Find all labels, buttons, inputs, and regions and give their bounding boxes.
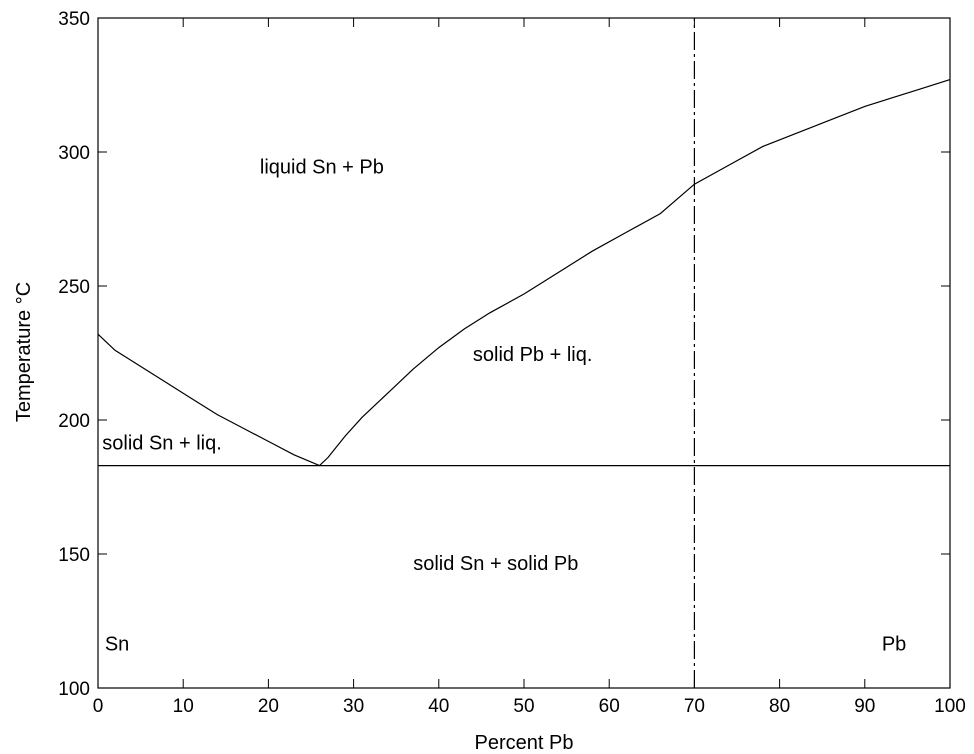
region-label: liquid Sn + Pb — [260, 156, 384, 178]
x-tick-label: 90 — [854, 696, 875, 717]
y-tick-label: 300 — [58, 143, 90, 164]
y-tick-label: 200 — [58, 411, 90, 432]
series — [97, 18, 951, 688]
x-tick-label: 30 — [343, 696, 364, 717]
x-axis-title: Percent Pb — [475, 732, 574, 754]
x-tick-label: 50 — [513, 696, 534, 717]
y-tick-label: 150 — [58, 545, 90, 566]
region-label: solid Sn + liq. — [102, 432, 222, 454]
x-tick-label: 20 — [258, 696, 279, 717]
region-label: solid Sn + solid Pb — [413, 553, 578, 575]
y-tick-label: 350 — [58, 9, 90, 30]
ticks: 0 10 20 30 40 50 60 70 80 90 100 100 150 200 250 300 350 — [58, 9, 966, 717]
x-tick-label: 0 — [93, 696, 104, 717]
x-tick-label: 100 — [934, 696, 966, 717]
x-tick-label: 70 — [684, 696, 705, 717]
annotations: liquid Sn + Pb solid Pb + liq. solid Sn + … — [102, 156, 906, 655]
y-tick-label: 250 — [58, 277, 90, 298]
x-tick-label: 60 — [599, 696, 620, 717]
y-axis-title: Temperature °C — [13, 282, 35, 422]
region-label: solid Pb + liq. — [473, 344, 593, 366]
y-tick-label: 100 — [58, 679, 90, 700]
region-label: Pb — [882, 633, 906, 655]
x-tick-label: 80 — [769, 696, 790, 717]
x-tick-label: 10 — [173, 696, 194, 717]
region-label: Sn — [105, 633, 129, 655]
x-tick-label: 40 — [428, 696, 449, 717]
liquidus-line — [97, 79, 951, 467]
